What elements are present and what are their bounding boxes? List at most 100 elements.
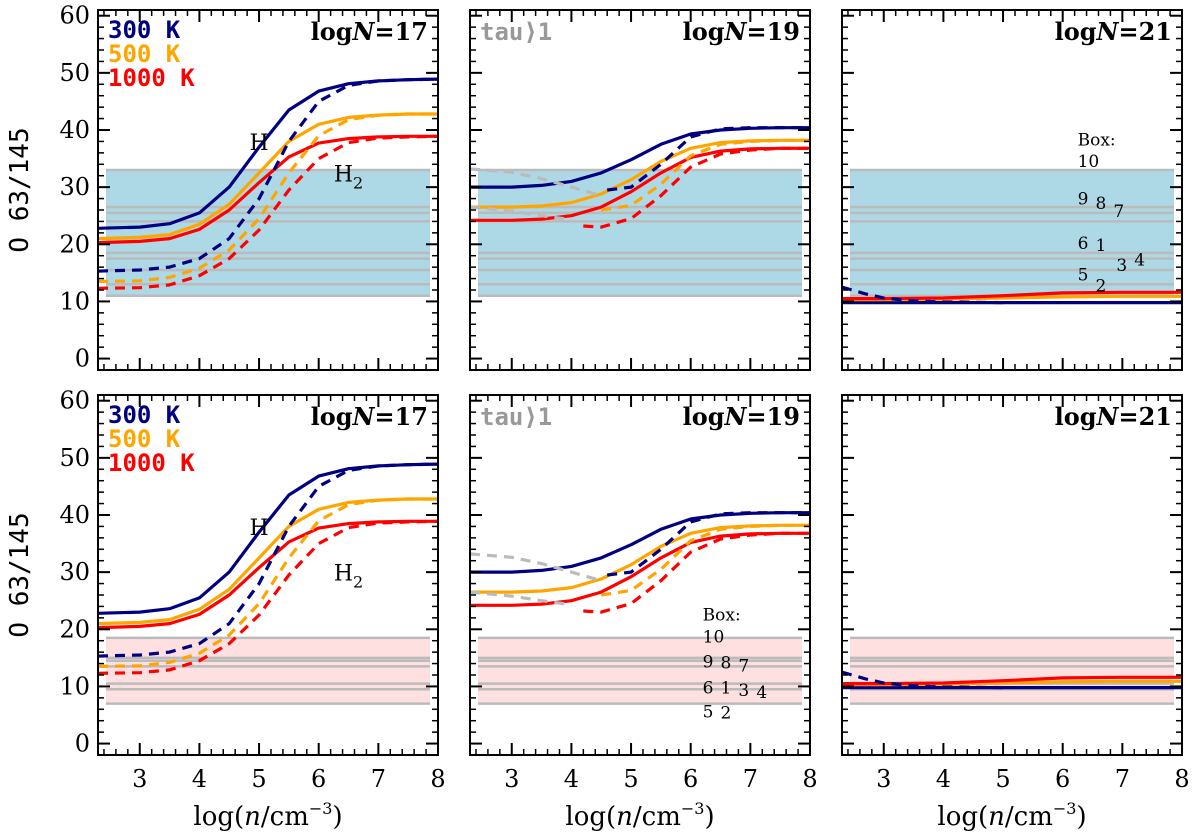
x-tick-label: 7 bbox=[1115, 765, 1130, 793]
box-number: 10 bbox=[1078, 152, 1100, 172]
box-title: Box: bbox=[1078, 130, 1116, 150]
y-tick-label: 10 bbox=[59, 672, 90, 700]
box-number: 6 bbox=[703, 678, 714, 698]
y-tick-label: 30 bbox=[59, 173, 90, 201]
y-tick-label: 60 bbox=[59, 387, 90, 415]
box-number: 8 bbox=[1096, 194, 1107, 214]
x-tick-label: 5 bbox=[623, 765, 638, 793]
box-number: 5 bbox=[703, 702, 714, 722]
box-number: 4 bbox=[1134, 250, 1145, 270]
panel-0-2: logN=21 Box:10 9 8 7 6 13 4 52 bbox=[841, 9, 1183, 371]
series-line bbox=[470, 205, 572, 222]
curve-annotation: H2 bbox=[334, 162, 363, 192]
observed-band bbox=[478, 170, 802, 296]
y-tick-label: 40 bbox=[59, 116, 90, 144]
series-line bbox=[98, 112, 438, 241]
x-tick-label: 6 bbox=[683, 765, 698, 793]
legend-entry: 1000 K bbox=[108, 64, 195, 92]
panel-label: logN=19 bbox=[683, 17, 800, 46]
y-tick-label: 20 bbox=[59, 615, 90, 643]
box-number: 4 bbox=[756, 683, 767, 703]
series-line bbox=[600, 523, 810, 597]
plot-area bbox=[98, 462, 438, 705]
x-tick-label: 3 bbox=[132, 765, 147, 793]
box-number: 9 bbox=[703, 653, 714, 673]
series-line bbox=[470, 531, 810, 607]
observed-band bbox=[850, 637, 1174, 704]
x-tick-label: 6 bbox=[311, 765, 326, 793]
x-tick-label: 3 bbox=[876, 765, 891, 793]
series-line bbox=[607, 511, 810, 577]
series-line bbox=[470, 552, 602, 583]
plot-area bbox=[470, 126, 810, 297]
series-line bbox=[842, 285, 1004, 305]
box-number: 9 bbox=[1078, 189, 1089, 209]
box-number: 10 bbox=[703, 627, 725, 647]
panel-0-1: logN=19 tau⟩1 bbox=[469, 9, 811, 371]
axes-frame bbox=[469, 9, 811, 371]
axes-frame bbox=[469, 394, 811, 756]
series-line bbox=[98, 519, 438, 675]
observed-band bbox=[106, 637, 430, 704]
panel-1-2: 3 4 5 6 7 8 logN=21 log(n/cm−3) bbox=[841, 394, 1190, 832]
series-line bbox=[470, 590, 572, 607]
x-tick-label: 8 bbox=[430, 765, 445, 793]
y-axis-label: O 63/145 bbox=[5, 512, 35, 637]
box-number: 8 bbox=[721, 654, 732, 674]
series-line bbox=[607, 126, 810, 192]
y-tick-label: 60 bbox=[59, 2, 90, 30]
panel-label: logN=21 bbox=[1055, 402, 1172, 431]
box-number: 1 bbox=[721, 678, 732, 698]
tau-label: tau⟩1 bbox=[480, 403, 552, 431]
box-number: 1 bbox=[1096, 236, 1107, 256]
legend-entry: 500 K bbox=[108, 425, 181, 453]
plot-area bbox=[842, 636, 1182, 705]
legend-entry: 500 K bbox=[108, 40, 181, 68]
series-line bbox=[470, 126, 810, 189]
x-tick-label: 8 bbox=[802, 765, 817, 793]
series-line bbox=[98, 134, 438, 290]
x-tick-label: 5 bbox=[251, 765, 266, 793]
x-tick-label: 7 bbox=[743, 765, 758, 793]
y-tick-label: 50 bbox=[59, 444, 90, 472]
series-line bbox=[470, 511, 810, 574]
y-tick-label: 0 bbox=[75, 345, 90, 373]
y-tick-label: 50 bbox=[59, 59, 90, 87]
series-line bbox=[98, 112, 438, 283]
legend-entry: 1000 K bbox=[108, 449, 195, 477]
tau-label: tau⟩1 bbox=[480, 18, 552, 46]
observed-band bbox=[850, 170, 1174, 296]
x-axis-label: log(n/cm−3) bbox=[937, 799, 1086, 832]
axes-frame bbox=[97, 9, 439, 371]
box-number: 5 bbox=[1078, 265, 1089, 285]
x-axis-label: log(n/cm−3) bbox=[565, 799, 714, 832]
series-line bbox=[98, 497, 438, 668]
x-axis-label: log(n/cm−3) bbox=[193, 799, 342, 832]
series-line bbox=[600, 138, 810, 212]
box-number: 3 bbox=[1116, 256, 1127, 276]
series-line bbox=[98, 77, 438, 230]
box-number: 6 bbox=[1078, 234, 1089, 254]
x-tick-label: 4 bbox=[192, 765, 207, 793]
axes-frame bbox=[841, 9, 1183, 371]
y-tick-label: 20 bbox=[59, 230, 90, 258]
series-line bbox=[842, 670, 1004, 690]
y-axis-label: O 63/145 bbox=[5, 127, 35, 252]
curve-annotation: H2 bbox=[334, 562, 363, 592]
x-tick-label: 4 bbox=[564, 765, 579, 793]
plot-area bbox=[98, 77, 438, 297]
series-line bbox=[583, 146, 810, 229]
curve-annotation: H bbox=[249, 131, 268, 156]
legend-entry: 300 K bbox=[108, 401, 181, 429]
axes-frame bbox=[841, 394, 1183, 756]
legend-entry: 300 K bbox=[108, 16, 181, 44]
observed-band bbox=[478, 637, 802, 704]
box-number: 2 bbox=[1096, 277, 1107, 297]
plot-area bbox=[470, 511, 810, 705]
box-number: 3 bbox=[738, 681, 749, 701]
panel-label: logN=19 bbox=[683, 402, 800, 431]
series-line bbox=[98, 497, 438, 626]
